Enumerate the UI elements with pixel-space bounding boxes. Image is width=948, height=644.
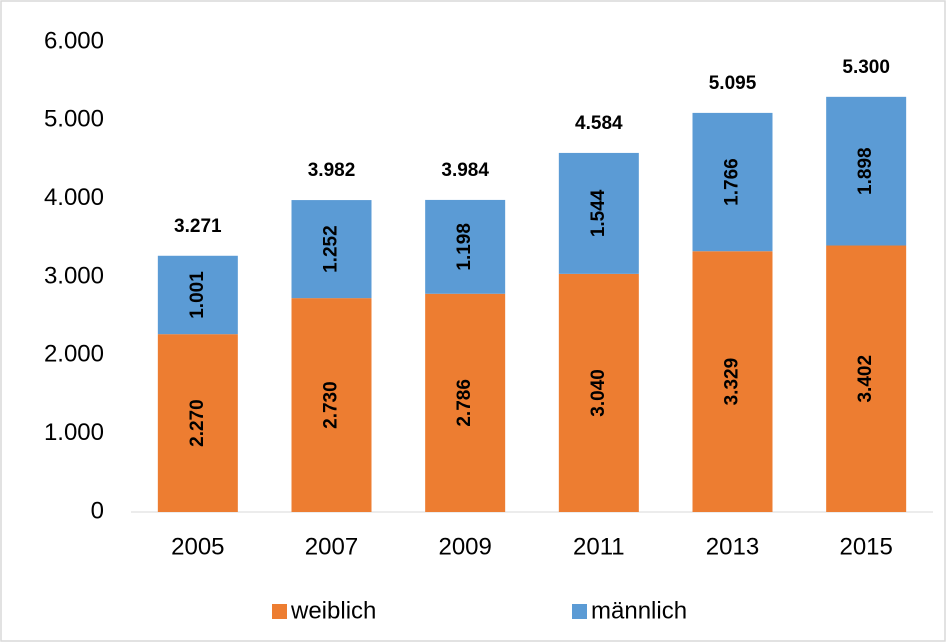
bar-segment (425, 293, 506, 512)
bar-segment (692, 251, 773, 512)
bar-segment (425, 199, 506, 294)
bar-segment (826, 96, 907, 246)
bar-segment (157, 334, 238, 512)
y-tick-label: 6.000 (44, 27, 104, 54)
total-label: 5.300 (842, 57, 890, 78)
y-tick-label: 2.000 (44, 341, 104, 368)
x-tick-label: 2013 (706, 533, 759, 560)
bar-segment (558, 273, 639, 512)
total-label: 3.982 (308, 160, 356, 181)
data-label: 1.198 (454, 223, 475, 271)
x-tick-label: 2005 (171, 533, 224, 560)
data-label: 2.730 (321, 381, 342, 429)
bar-segment (558, 152, 639, 274)
legend-label: männlich (591, 597, 687, 624)
x-tick-label: 2015 (839, 533, 892, 560)
y-tick-label: 4.000 (44, 184, 104, 211)
legend-swatch (272, 604, 287, 619)
y-tick-label: 5.000 (44, 106, 104, 133)
bar-segment (692, 112, 773, 252)
y-tick-label: 3.000 (44, 262, 104, 289)
total-label: 4.584 (575, 113, 623, 134)
data-label: 1.001 (187, 271, 208, 319)
legend-label: weiblich (290, 597, 376, 624)
data-label: 2.786 (454, 379, 475, 427)
x-tick-label: 2009 (438, 533, 491, 560)
data-label: 1.898 (855, 147, 876, 195)
bar-segment (157, 255, 238, 335)
data-label: 1.544 (588, 189, 609, 237)
data-label: 3.040 (588, 369, 609, 417)
x-tick-label: 2011 (573, 533, 625, 560)
data-label: 3.402 (855, 355, 876, 403)
total-label: 3.984 (441, 160, 489, 181)
x-tick-label: 2007 (305, 533, 358, 560)
data-label: 1.252 (321, 225, 342, 273)
bar-segment (826, 245, 907, 512)
bar-segment (291, 200, 372, 299)
total-label: 3.271 (174, 216, 222, 237)
bar-segment (291, 298, 372, 512)
data-label: 1.766 (722, 158, 743, 206)
data-label: 2.270 (187, 399, 208, 447)
y-tick-label: 0 (91, 497, 104, 524)
y-tick-label: 1.000 (44, 419, 104, 446)
total-label: 5.095 (709, 73, 757, 94)
legend-swatch (572, 604, 587, 619)
data-label: 3.329 (722, 358, 743, 406)
